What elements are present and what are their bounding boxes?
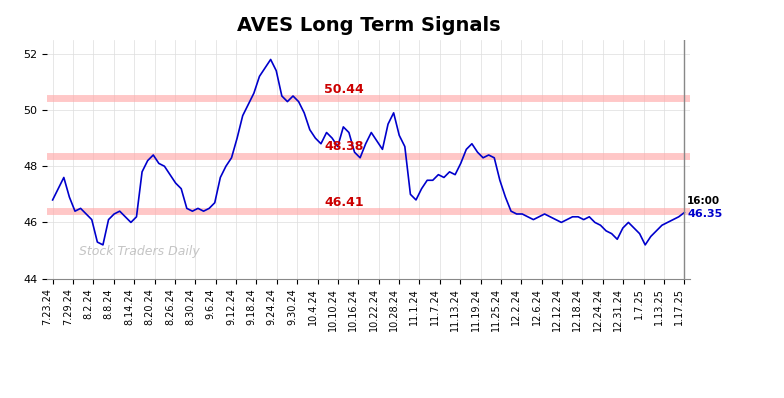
Title: AVES Long Term Signals: AVES Long Term Signals [237,16,500,35]
Text: 16:00: 16:00 [687,196,720,206]
Text: Stock Traders Daily: Stock Traders Daily [79,245,200,258]
Text: 46.41: 46.41 [325,196,364,209]
Text: 50.44: 50.44 [325,83,364,96]
Text: 48.38: 48.38 [325,140,364,154]
Text: 46.35: 46.35 [687,209,722,219]
